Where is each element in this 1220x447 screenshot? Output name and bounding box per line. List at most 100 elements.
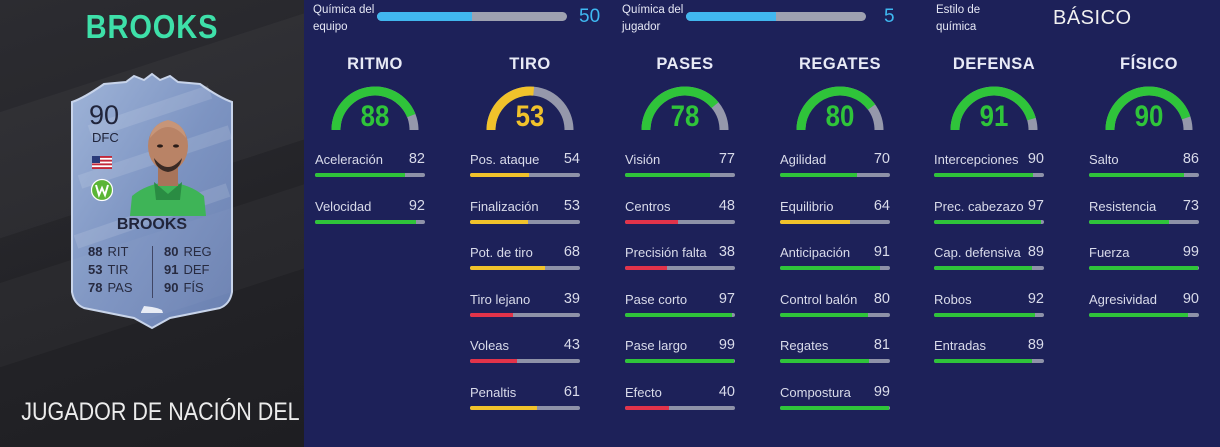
stat-bar-fill <box>780 359 870 363</box>
gauge-pases <box>641 86 729 131</box>
stat-precision-falta[interactable]: Precisión falta 38 <box>625 244 735 275</box>
stat-value: 81 <box>873 337 890 353</box>
gauge-value-pases: 78 <box>670 100 700 133</box>
stat-value: 97 <box>1027 198 1044 214</box>
stat-bar <box>1089 173 1199 177</box>
stat-bar-fill <box>470 406 538 410</box>
stat-value: 82 <box>408 151 425 167</box>
stat-pase-largo[interactable]: Pase largo 99 <box>625 337 735 368</box>
stat-value: 43 <box>563 337 580 353</box>
stat-bar-fill <box>934 220 1041 224</box>
stat-label: Visión <box>625 152 661 167</box>
stat-label: Aceleración <box>315 152 383 167</box>
team-chemistry-fill <box>377 12 472 21</box>
stat-robos[interactable]: Robos 92 <box>934 291 1044 322</box>
card-stat-reg: 80 REG <box>164 244 212 259</box>
stat-bar <box>625 313 735 317</box>
stat-bar <box>625 173 735 177</box>
gauge-fill-pases <box>641 86 719 131</box>
card-rating: 90 <box>89 100 120 130</box>
stat-cap-defensiva[interactable]: Cap. defensiva 89 <box>934 244 1044 275</box>
stat-anticipacion[interactable]: Anticipación 91 <box>780 244 890 275</box>
stat-bar <box>934 173 1044 177</box>
player-card[interactable]: 90 DFC BROOKS 88 RIT 53 TIR <box>70 72 234 330</box>
stat-bar <box>934 313 1044 317</box>
player-name: BROOKS <box>85 8 219 45</box>
stat-regates[interactable]: Regates 81 <box>780 337 890 368</box>
stat-efecto[interactable]: Efecto 40 <box>625 384 735 415</box>
stat-bar-fill <box>625 313 732 317</box>
card-stat-tir: 53 TIR <box>88 262 129 277</box>
stat-bar-fill <box>780 406 889 410</box>
stat-aceleracion[interactable]: Aceleración 82 <box>315 151 425 182</box>
stat-label: Entradas <box>934 338 987 353</box>
stat-pot-de-tiro[interactable]: Pot. de tiro 68 <box>470 244 580 275</box>
stat-equilibrio[interactable]: Equilibrio 64 <box>780 198 890 229</box>
gauge-value-fisico: 90 <box>1134 100 1164 133</box>
stat-bar-fill <box>1089 313 1188 317</box>
player-chemistry-bar <box>686 12 866 21</box>
category-title-regates: REGATES <box>798 55 882 73</box>
stat-prec-cabezazo[interactable]: Prec. cabezazo 97 <box>934 198 1044 229</box>
stat-compostura[interactable]: Compostura 99 <box>780 384 890 415</box>
stat-label: Fuerza <box>1089 245 1130 260</box>
stat-bar-fill <box>780 313 868 317</box>
stat-bar <box>780 266 890 270</box>
stat-bar-fill <box>780 173 857 177</box>
chemistry-style[interactable]: Estilo de química BÁSICO <box>936 2 1206 36</box>
stat-value: 89 <box>1027 337 1044 353</box>
stat-voleas[interactable]: Voleas 43 <box>470 337 580 368</box>
stat-finalizacion[interactable]: Finalización 53 <box>470 198 580 229</box>
team-chemistry-label: Química del equipo <box>313 4 375 33</box>
stat-label: Velocidad <box>315 199 372 214</box>
stat-pase-corto[interactable]: Pase corto 97 <box>625 291 735 322</box>
stat-agilidad[interactable]: Agilidad 70 <box>780 151 890 182</box>
player-chemistry-fill <box>686 12 776 21</box>
stat-bar <box>934 220 1044 224</box>
stat-value: 53 <box>563 198 580 214</box>
stat-value: 40 <box>718 384 735 400</box>
card-stat-rit: 88 RIT <box>88 244 129 259</box>
stat-vision[interactable]: Visión 77 <box>625 151 735 182</box>
stat-bar <box>1089 220 1199 224</box>
stat-bar-fill <box>934 173 1033 177</box>
stat-bar <box>780 406 890 410</box>
gauge-fisico <box>1105 86 1193 131</box>
gauge-value-regates: 80 <box>825 100 855 133</box>
stat-label: Robos <box>934 292 972 307</box>
stat-fuerza[interactable]: Fuerza 99 <box>1089 244 1199 275</box>
stat-label: Cap. defensiva <box>934 245 1021 260</box>
stat-salto[interactable]: Salto 86 <box>1089 151 1199 182</box>
stat-resistencia[interactable]: Resistencia 73 <box>1089 198 1199 229</box>
stat-value: 64 <box>873 198 890 214</box>
category-title-defensa: DEFENSA <box>952 55 1036 73</box>
stat-intercepciones[interactable]: Intercepciones 90 <box>934 151 1044 182</box>
stat-label: Finalización <box>470 199 539 214</box>
stat-bar <box>780 313 890 317</box>
stat-centros[interactable]: Centros 48 <box>625 198 735 229</box>
stat-entradas[interactable]: Entradas 89 <box>934 337 1044 368</box>
stat-bar-fill <box>470 220 529 224</box>
stat-agresividad[interactable]: Agresividad 90 <box>1089 291 1199 322</box>
stat-penaltis[interactable]: Penaltis 61 <box>470 384 580 415</box>
stat-label: Salto <box>1089 152 1119 167</box>
stat-velocidad[interactable]: Velocidad 92 <box>315 198 425 229</box>
card-stat-pas: 78 PAS <box>88 280 133 295</box>
stat-tiro-lejano[interactable]: Tiro lejano 39 <box>470 291 580 322</box>
gauge-fill-defensa <box>950 86 1036 131</box>
stat-label: Intercepciones <box>934 152 1019 167</box>
player-chemistry-value: 5 <box>884 6 895 27</box>
category-title-ritmo: RITMO <box>347 55 403 73</box>
player-photo <box>130 120 206 216</box>
nation-title: JUGADOR DE NACIÓN DEL FOF <box>21 398 304 426</box>
stat-bar <box>315 173 425 177</box>
stat-value: 54 <box>563 151 580 167</box>
stat-label: Regates <box>780 338 829 353</box>
player-panel: BROOKS 90 DFC <box>0 0 304 447</box>
stat-control-balon[interactable]: Control balón 80 <box>780 291 890 322</box>
stat-bar-fill <box>1089 266 1198 270</box>
stat-pos-ataque[interactable]: Pos. ataque 54 <box>470 151 580 182</box>
usa-flag-icon <box>92 156 112 169</box>
chemistry-style-value: BÁSICO <box>1053 7 1132 29</box>
stat-value: 77 <box>718 151 735 167</box>
